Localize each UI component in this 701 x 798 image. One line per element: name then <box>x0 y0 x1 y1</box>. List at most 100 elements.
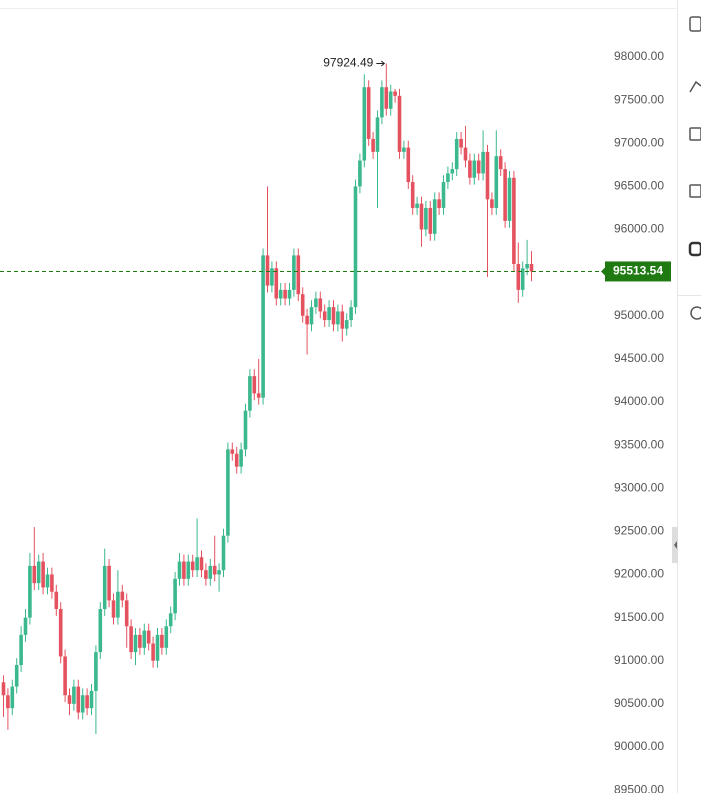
candle-body <box>498 156 503 170</box>
y-tick-label: 96500.00 <box>614 179 664 193</box>
candle-body <box>503 169 507 221</box>
candle-body <box>292 255 296 290</box>
candle-body <box>296 255 301 295</box>
candle-body <box>507 177 512 221</box>
candle-body <box>476 160 481 174</box>
y-tick-label: 93500.00 <box>614 437 664 451</box>
candle-body <box>164 626 169 648</box>
candle-body <box>331 307 336 325</box>
candle-body <box>463 147 468 161</box>
candle-body <box>278 289 283 299</box>
candle-body <box>72 686 76 704</box>
candle-body <box>472 160 477 178</box>
candle-body <box>76 686 81 713</box>
candle-body <box>129 626 133 653</box>
y-tick-label: 97000.00 <box>614 135 664 149</box>
last-price-box <box>605 261 671 282</box>
candle-body <box>410 182 415 208</box>
candle-body <box>239 449 243 467</box>
candle-body <box>89 690 94 709</box>
plot-area: 89500.00 90000.00 90500.00 91000.00 91500.00… <box>0 49 671 796</box>
candle-body <box>406 147 411 183</box>
candle-body <box>234 453 239 467</box>
candle-body <box>437 199 441 208</box>
candle-body <box>415 203 419 208</box>
candle-body <box>322 311 327 321</box>
candle-body <box>6 695 10 709</box>
candle-body <box>36 561 41 584</box>
tool-icon[interactable] <box>689 127 701 141</box>
tool-icon[interactable] <box>689 184 701 198</box>
candle-body <box>494 156 499 208</box>
tool-icon[interactable] <box>689 16 701 32</box>
y-tick-label: 94500.00 <box>614 351 664 365</box>
candle-body <box>424 207 428 230</box>
candle-body <box>94 652 98 691</box>
candle-body <box>41 561 45 588</box>
candle-body <box>168 613 173 627</box>
toolbar <box>677 16 701 320</box>
candle-body <box>340 311 345 329</box>
candle-body <box>318 298 323 312</box>
candle-body <box>525 264 529 269</box>
candle-body <box>133 634 138 653</box>
candle-body <box>199 557 204 571</box>
candle-body <box>54 591 59 609</box>
candle-body <box>366 87 371 139</box>
candle-body <box>305 315 309 325</box>
candle-body <box>261 255 265 398</box>
max-label: 97924.49 <box>323 56 373 70</box>
y-tick-label: 93000.00 <box>614 480 664 494</box>
candle-body <box>208 565 213 579</box>
candle-body <box>270 268 274 286</box>
candle-body <box>67 695 72 704</box>
candle-body <box>58 609 63 657</box>
candle-body <box>314 298 318 308</box>
candle-body <box>102 565 107 609</box>
candle-body <box>195 557 199 571</box>
y-tick-label: 95000.00 <box>614 308 664 322</box>
candle-body <box>349 307 353 321</box>
candle-body <box>19 634 23 666</box>
candle-body <box>393 91 397 96</box>
candle-body <box>10 686 15 709</box>
candle-body <box>217 570 221 575</box>
candle-body <box>287 289 292 299</box>
candle-body <box>28 565 32 618</box>
candle-body <box>375 117 380 152</box>
candle-body <box>50 574 54 592</box>
candle-body <box>85 695 89 709</box>
candle-body <box>450 169 455 174</box>
y-tick-label: 89500.00 <box>614 782 664 793</box>
candle-body <box>529 264 534 272</box>
y-tick-label: 94000.00 <box>614 394 664 408</box>
y-tick-label: 97500.00 <box>614 92 664 106</box>
y-tick-label: 96000.00 <box>614 222 664 236</box>
y-tick-label: 92000.00 <box>614 567 664 581</box>
candle-body <box>151 643 155 661</box>
candle-body <box>120 591 125 601</box>
candle-body <box>98 609 103 653</box>
candle-body <box>138 634 142 648</box>
candle-body <box>327 307 331 321</box>
tool-icon[interactable] <box>689 80 701 93</box>
y-tick-label: 90500.00 <box>614 696 664 710</box>
candle-body <box>344 320 349 329</box>
candle-body <box>520 268 525 290</box>
candle-body <box>309 307 314 325</box>
tool-icon[interactable] <box>690 306 701 320</box>
candle-body <box>142 630 147 648</box>
candle-body <box>358 160 362 187</box>
candle-body <box>177 561 182 579</box>
candle-body <box>230 449 235 454</box>
candle-body <box>248 376 252 411</box>
tool-icon[interactable] <box>688 241 701 257</box>
candle-body <box>186 561 191 579</box>
candle-body <box>419 203 424 230</box>
candle-body <box>283 289 287 299</box>
candle-body <box>111 600 116 618</box>
candle-body <box>446 173 450 183</box>
candle-body <box>353 186 358 308</box>
